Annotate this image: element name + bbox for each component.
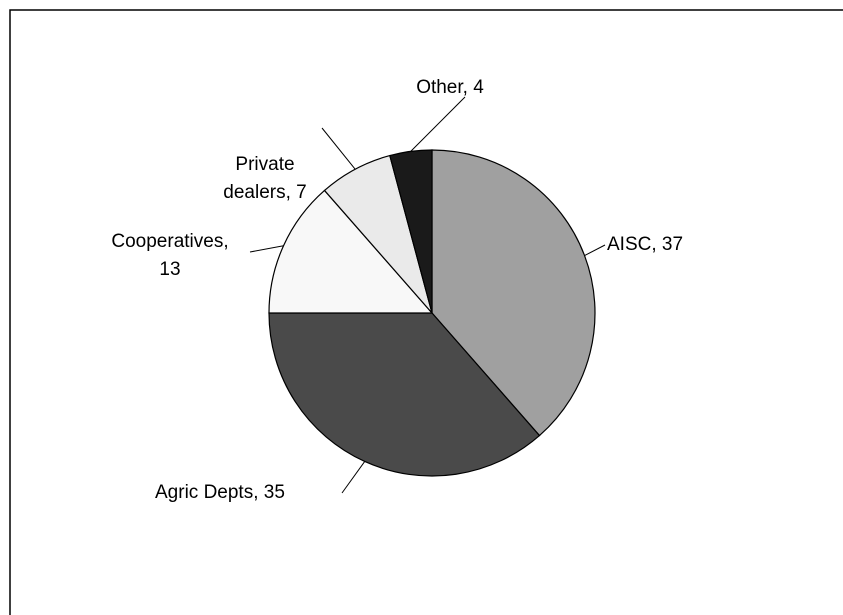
data-label-line: dealers, 7 bbox=[223, 182, 306, 203]
data-label-line: Cooperatives, bbox=[111, 231, 228, 252]
pie-slice bbox=[431, 149, 596, 437]
data-label-line: Agric Depts, 35 bbox=[155, 482, 285, 503]
data-label: Other, 4 bbox=[416, 77, 484, 98]
leader-line bbox=[249, 245, 284, 253]
data-label: Agric Depts, 35 bbox=[155, 482, 285, 503]
data-label: Cooperatives, 13 bbox=[111, 231, 228, 280]
pie-slice bbox=[389, 149, 433, 314]
data-label-line: AISC, 37 bbox=[607, 234, 683, 255]
pie-slice bbox=[268, 312, 541, 477]
data-label-line: Private bbox=[235, 154, 294, 175]
leader-line bbox=[341, 461, 366, 494]
data-label: AISC, 37 bbox=[607, 234, 683, 255]
leader-line bbox=[321, 127, 356, 170]
data-label: Private dealers, 7 bbox=[223, 154, 306, 203]
data-label-line: 13 bbox=[159, 259, 180, 280]
pie-slice bbox=[268, 189, 434, 314]
leader-line bbox=[584, 244, 606, 257]
leader-line bbox=[410, 96, 466, 152]
data-label-line: Other, 4 bbox=[416, 77, 484, 98]
